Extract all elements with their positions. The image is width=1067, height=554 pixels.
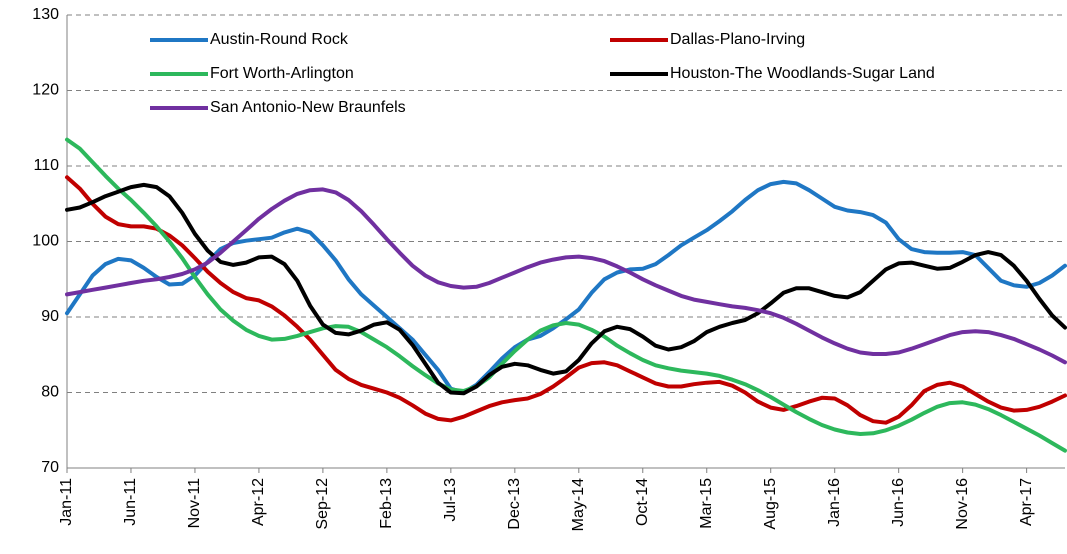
legend-label: Houston-The Woodlands-Sugar Land [670, 65, 935, 82]
series-line [65, 179, 1067, 395]
x-tick-label: Jun-16 [890, 478, 907, 527]
y-tick-label: 80 [41, 384, 59, 401]
legend-label: Austin-Round Rock [210, 31, 349, 48]
x-tick-label: Apr-12 [250, 478, 267, 526]
series-line [65, 182, 1067, 396]
x-tick-label: Jan-16 [826, 478, 843, 527]
x-tick-label: Jul-13 [442, 478, 459, 522]
x-tick-label: May-14 [570, 478, 587, 531]
legend-label: Dallas-Plano-Irving [670, 31, 805, 48]
y-tick-label: 70 [41, 459, 59, 476]
series-line [65, 187, 1067, 365]
x-tick-label: Apr-17 [1018, 478, 1035, 526]
x-tick-label: Nov-11 [186, 478, 203, 528]
legend-label: San Antonio-New Braunfels [210, 99, 406, 116]
y-tick-label: 100 [32, 233, 59, 250]
legend-label: Fort Worth-Arlington [210, 65, 354, 82]
x-tick-label: Jan-11 [58, 478, 75, 526]
x-tick-label: Jun-11 [122, 478, 139, 526]
series-line [65, 175, 1067, 425]
x-tick-label: Oct-14 [634, 478, 651, 526]
x-tick-label: Feb-13 [378, 478, 395, 529]
y-tick-label: 90 [41, 308, 59, 325]
y-tick-label: 110 [33, 157, 59, 174]
x-tick-label: Aug-15 [762, 478, 779, 530]
x-tick-label: Nov-16 [954, 478, 971, 530]
series-line [65, 137, 1067, 453]
x-tick-label: Sep-12 [314, 478, 331, 530]
x-tick-label: Dec-13 [506, 478, 523, 530]
y-tick-label: 120 [32, 82, 59, 99]
y-tick-label: 130 [32, 6, 59, 23]
x-tick-label: Mar-15 [698, 478, 715, 529]
